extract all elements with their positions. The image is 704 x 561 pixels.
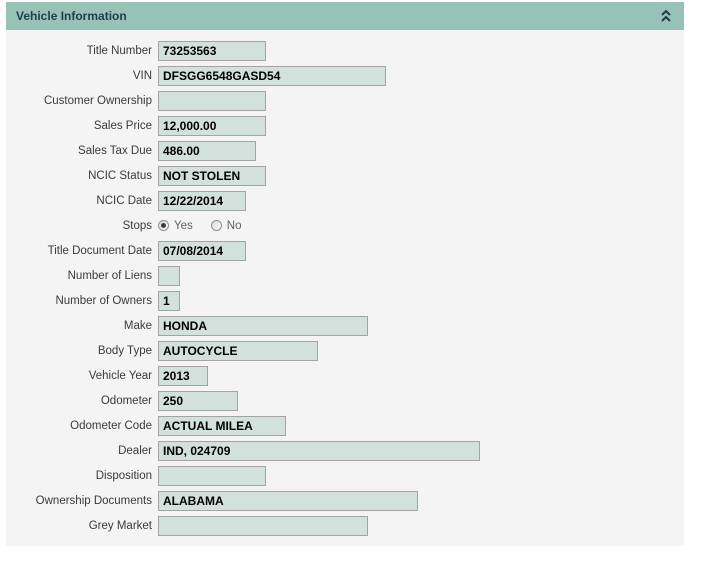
field-input-title-number[interactable] [158, 40, 266, 61]
field-input-sales-tax-due[interactable] [158, 140, 256, 161]
field-input-disposition[interactable] [158, 465, 266, 486]
field-input-number-of-liens[interactable] [158, 265, 180, 286]
field-input-ncic-status[interactable] [158, 165, 266, 186]
field-label-stops: Stops [122, 219, 152, 232]
field-input-sales-price[interactable] [158, 115, 266, 136]
field-input-number-of-owners[interactable] [158, 290, 180, 311]
field-row-disposition: Disposition [6, 463, 684, 488]
field-row-number-of-owners: Number of Owners [6, 288, 684, 313]
field-label-dealer: Dealer [118, 444, 152, 457]
radio-group-stops: Yes No [158, 220, 259, 232]
field-row-odometer-code: Odometer Code [6, 413, 684, 438]
field-row-ncic-date: NCIC Date [6, 188, 684, 213]
field-label-vehicle-year: Vehicle Year [88, 369, 152, 382]
field-row-body-type: Body Type [6, 338, 684, 363]
fields-container: Title Number VIN Customer Ownership Sales P… [6, 30, 684, 538]
radio-option-no[interactable]: No [210, 219, 242, 232]
collapse-panel-button[interactable] [658, 8, 674, 24]
radio-option-yes[interactable]: Yes [158, 220, 193, 232]
field-input-body-type[interactable] [158, 340, 318, 361]
field-row-sales-tax-due: Sales Tax Due [6, 138, 684, 163]
field-label-title-number: Title Number [86, 44, 152, 57]
field-row-make: Make [6, 313, 684, 338]
field-input-odometer[interactable] [158, 390, 238, 411]
field-label-ownership-documents: Ownership Documents [35, 494, 152, 507]
field-input-title-document-date[interactable] [158, 240, 246, 261]
field-label-body-type: Body Type [97, 344, 152, 357]
field-row-sales-price: Sales Price [6, 113, 684, 138]
field-input-vehicle-year[interactable] [158, 365, 208, 386]
field-input-grey-market[interactable] [158, 515, 368, 536]
chevron-double-up-icon [661, 10, 671, 22]
field-input-make[interactable] [158, 315, 368, 336]
field-label-disposition: Disposition [95, 469, 152, 482]
field-label-odometer-code: Odometer Code [70, 419, 152, 432]
field-row-ncic-status: NCIC Status [6, 163, 684, 188]
field-row-vehicle-year: Vehicle Year [6, 363, 684, 388]
panel-title: Vehicle Information [16, 9, 127, 23]
field-input-dealer[interactable] [158, 440, 480, 461]
radio-icon-no[interactable] [210, 220, 222, 231]
field-label-make: Make [123, 319, 152, 332]
vehicle-information-panel: Vehicle Information Title Number VIN Custo… [6, 2, 684, 546]
field-row-dealer: Dealer [6, 438, 684, 463]
field-row-title-document-date: Title Document Date [6, 238, 684, 263]
panel-header: Vehicle Information [6, 2, 684, 30]
radio-label-no: No [226, 219, 242, 232]
field-label-sales-tax-due: Sales Tax Due [78, 144, 152, 157]
field-label-ncic-date: NCIC Date [96, 194, 152, 207]
radio-label-yes: Yes [174, 219, 193, 232]
field-input-ncic-date[interactable] [158, 190, 246, 211]
field-label-sales-price: Sales Price [93, 119, 152, 132]
field-row-ownership-documents: Ownership Documents [6, 488, 684, 513]
radio-icon-yes[interactable] [158, 220, 169, 231]
field-label-ncic-status: NCIC Status [88, 169, 152, 182]
field-label-grey-market: Grey Market [88, 519, 152, 532]
field-input-ownership-documents[interactable] [158, 490, 418, 511]
field-row-customer-ownership: Customer Ownership [6, 88, 684, 113]
field-input-customer-ownership[interactable] [158, 90, 266, 111]
field-label-number-of-owners: Number of Owners [55, 294, 152, 307]
field-label-customer-ownership: Customer Ownership [43, 94, 152, 107]
field-input-vin[interactable] [158, 65, 386, 86]
field-label-odometer: Odometer [100, 394, 152, 407]
field-label-number-of-liens: Number of Liens [67, 269, 152, 282]
field-row-stops: Stops Yes No [6, 213, 684, 238]
field-row-title-number: Title Number [6, 38, 684, 63]
field-row-grey-market: Grey Market [6, 513, 684, 538]
field-row-number-of-liens: Number of Liens [6, 263, 684, 288]
field-input-odometer-code[interactable] [158, 415, 286, 436]
field-label-title-document-date: Title Document Date [47, 244, 152, 257]
field-label-vin: VIN [132, 69, 152, 82]
field-row-vin: VIN [6, 63, 684, 88]
field-row-odometer: Odometer [6, 388, 684, 413]
